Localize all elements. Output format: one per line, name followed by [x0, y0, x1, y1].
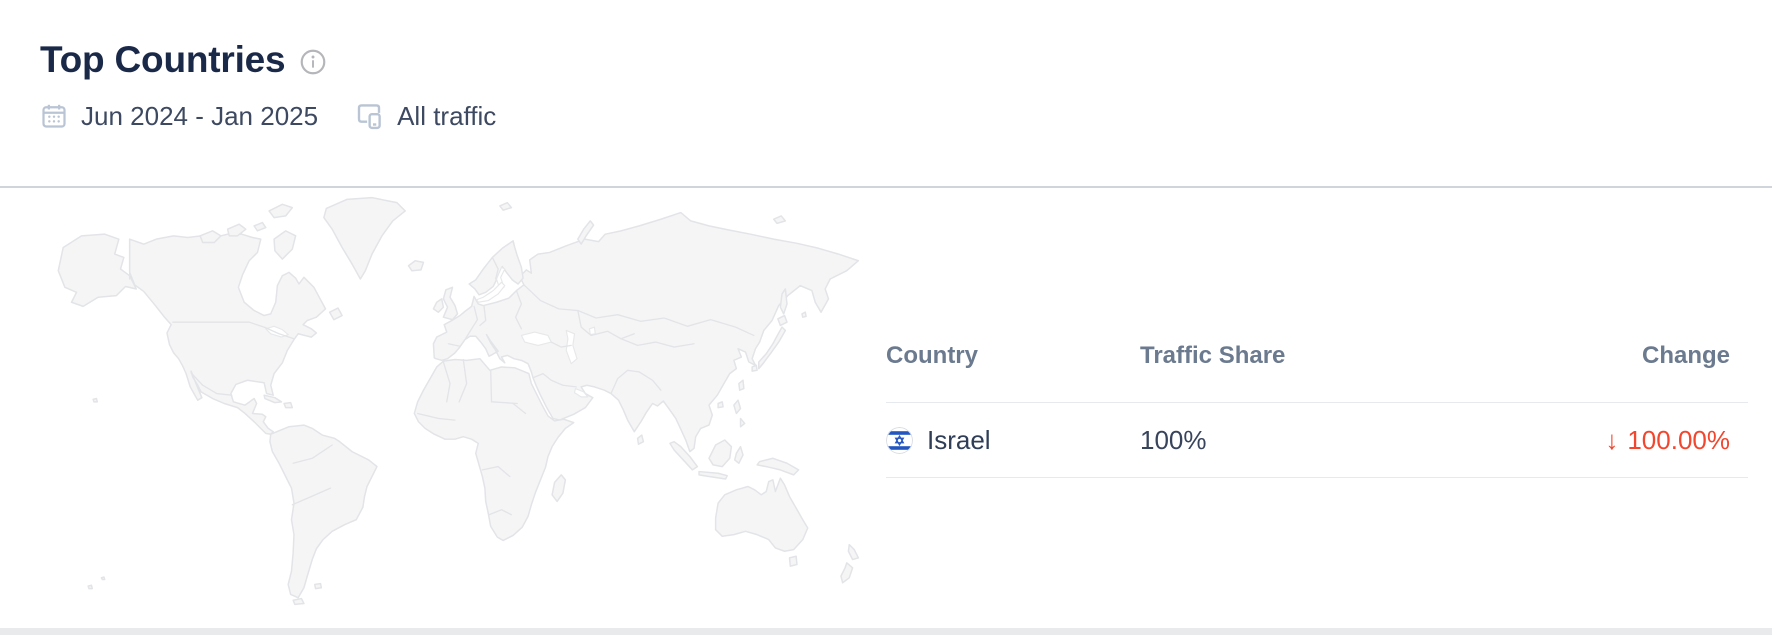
top-countries-table: Country Traffic Share Change — [886, 342, 1748, 478]
header-divider — [0, 186, 1772, 188]
column-header-traffic-share: Traffic Share — [1140, 342, 1286, 369]
next-section-edge — [0, 628, 1772, 635]
table-header-row: Country Traffic Share Change — [886, 342, 1748, 403]
desktop-and-mobile-icon — [354, 101, 384, 131]
widget-header: Top Countries — [40, 38, 326, 82]
traffic-filter-label[interactable]: All traffic — [397, 100, 497, 131]
change-cell: ↓ 100.00% — [1570, 425, 1748, 456]
change-value: 100.00% — [1627, 424, 1730, 455]
date-range-label[interactable]: Jun 2024 - Jan 2025 — [81, 100, 319, 131]
traffic-share-value: 100% — [1140, 424, 1207, 455]
calendar-icon — [40, 102, 68, 130]
world-map[interactable] — [40, 196, 870, 611]
table-row[interactable]: Israel 100% ↓ 100.00% — [886, 403, 1748, 478]
widget-filters-row: Jun 2024 - Jan 2025 All traffic — [40, 98, 496, 134]
down-arrow-icon: ↓ — [1605, 424, 1619, 455]
country-cell: Israel — [886, 425, 1140, 456]
traffic-share-cell: 100% — [1140, 425, 1570, 456]
country-name: Israel — [927, 424, 991, 455]
page-title: Top Countries — [40, 39, 286, 80]
column-header-change: Change — [1641, 342, 1730, 369]
info-icon[interactable] — [300, 49, 326, 75]
traffic-share-bar-track — [1248, 432, 1424, 448]
column-header-country: Country — [886, 342, 978, 369]
israel-flag-icon — [886, 426, 913, 454]
